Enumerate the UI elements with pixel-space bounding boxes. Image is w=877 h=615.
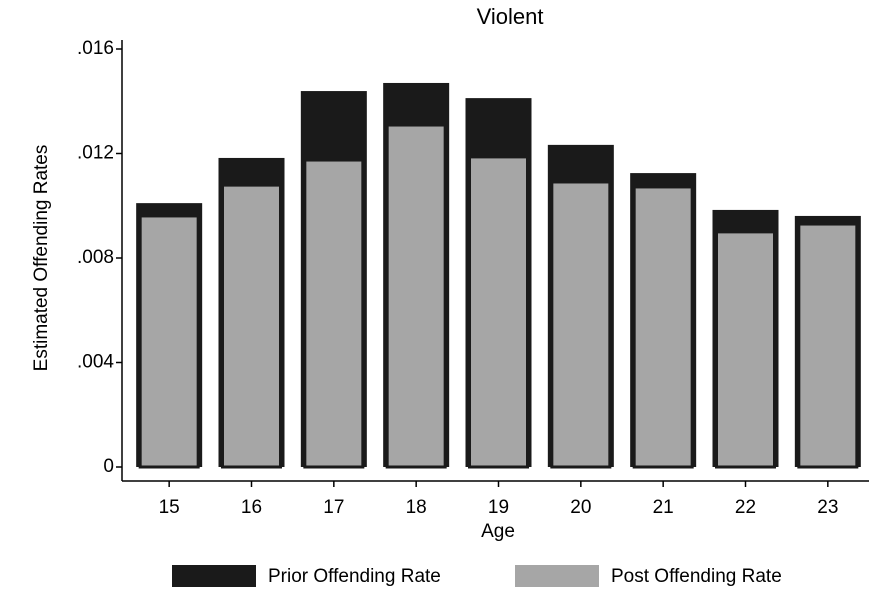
x-tick-label: 19 bbox=[488, 497, 509, 518]
post-bar bbox=[138, 214, 200, 469]
post-bar bbox=[550, 180, 612, 469]
chart-title: Violent bbox=[477, 4, 544, 29]
x-tick-label: 21 bbox=[653, 497, 674, 518]
y-tick-label: .012 bbox=[77, 143, 114, 164]
post-bar bbox=[468, 155, 529, 469]
x-tick-label: 15 bbox=[159, 497, 180, 518]
y-tick-label: .016 bbox=[77, 38, 114, 59]
y-axis-label: Estimated Offending Rates bbox=[31, 145, 52, 372]
post-bar bbox=[385, 123, 447, 469]
post-bar bbox=[303, 158, 365, 469]
legend-label: Post Offending Rate bbox=[611, 566, 782, 587]
post-bar bbox=[221, 183, 282, 469]
post-bar bbox=[715, 230, 776, 469]
post-bar bbox=[632, 185, 694, 469]
legend-label: Prior Offending Rate bbox=[268, 566, 441, 587]
y-tick-label: 0 bbox=[103, 456, 114, 477]
legend-swatch bbox=[515, 565, 599, 587]
x-tick-label: 20 bbox=[570, 497, 591, 518]
legend-swatch bbox=[172, 565, 256, 587]
x-tick-label: 23 bbox=[817, 497, 838, 518]
y-tick-label: .008 bbox=[77, 247, 114, 268]
post-bar bbox=[797, 222, 859, 469]
x-axis-label: Age bbox=[481, 521, 515, 542]
y-tick-label: .004 bbox=[77, 352, 114, 373]
x-tick-label: 22 bbox=[735, 497, 756, 518]
x-tick-label: 16 bbox=[241, 497, 262, 518]
x-tick-label: 17 bbox=[323, 497, 344, 518]
x-tick-label: 18 bbox=[406, 497, 427, 518]
